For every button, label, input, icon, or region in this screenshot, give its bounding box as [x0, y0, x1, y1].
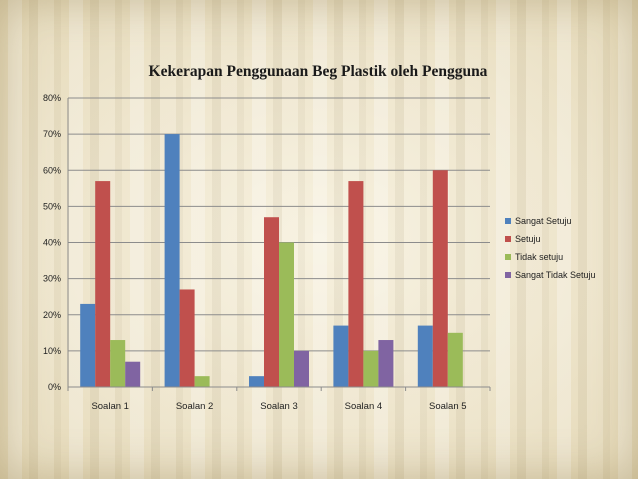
bar-tidak-setuju: [279, 242, 294, 387]
legend-swatch: [505, 236, 511, 242]
y-tick-label: 30%: [43, 274, 61, 284]
x-category-label: Soalan 1: [91, 401, 129, 412]
y-tick-label: 0%: [48, 382, 61, 392]
x-category-label: Soalan 5: [429, 401, 467, 412]
legend-label: Sangat Tidak Setuju: [515, 270, 596, 280]
bar-sangat-tidak-setuju: [378, 340, 394, 387]
chart-title: Kekerapan Penggunaan Beg Plastik oleh Pe…: [149, 63, 488, 80]
bar-sangat-setuju: [164, 134, 180, 387]
y-tick-label: 80%: [43, 93, 61, 103]
axes: 0% 10% 20% 30% 40% 50% 60% 70% 80% Soalan 1 Soalan…: [43, 93, 491, 412]
bar-sangat-setuju: [80, 303, 96, 387]
y-tick-label: 60%: [43, 165, 61, 175]
x-category-label: Soalan 4: [345, 401, 383, 412]
y-tick-label: 10%: [43, 346, 61, 356]
legend-label: Setuju: [515, 234, 541, 244]
x-category-label: Soalan 3: [260, 401, 298, 412]
bar-setuju: [432, 170, 448, 387]
legend-swatch: [505, 254, 511, 260]
legend: Sangat Setuju Setuju Tidak setuju Sangat Ti…: [505, 216, 596, 280]
legend-swatch: [505, 218, 511, 224]
bar-tidak-setuju: [110, 340, 126, 387]
bar-tidak-setuju: [363, 350, 379, 387]
bar-sangat-setuju: [249, 376, 264, 387]
bar-setuju: [264, 217, 279, 387]
x-category-label: Soalan 2: [176, 401, 214, 412]
y-tick-label: 50%: [43, 201, 61, 211]
bar-tidak-setuju: [194, 376, 210, 387]
y-tick-label: 20%: [43, 310, 61, 320]
bar-setuju: [179, 289, 195, 387]
legend-swatch: [505, 272, 511, 278]
legend-label: Sangat Setuju: [515, 216, 572, 226]
bar-sangat-tidak-setuju: [125, 361, 141, 387]
bar-sangat-tidak-setuju: [294, 350, 309, 387]
y-tick-label: 70%: [43, 129, 61, 139]
bar-tidak-setuju: [447, 332, 463, 387]
bar-setuju: [348, 181, 364, 387]
legend-label: Tidak setuju: [515, 252, 563, 262]
y-tick-label: 40%: [43, 238, 61, 248]
bar-sangat-setuju: [333, 325, 349, 387]
bar-sangat-setuju: [417, 325, 433, 387]
bars: [80, 134, 463, 387]
bar-setuju: [95, 181, 111, 387]
